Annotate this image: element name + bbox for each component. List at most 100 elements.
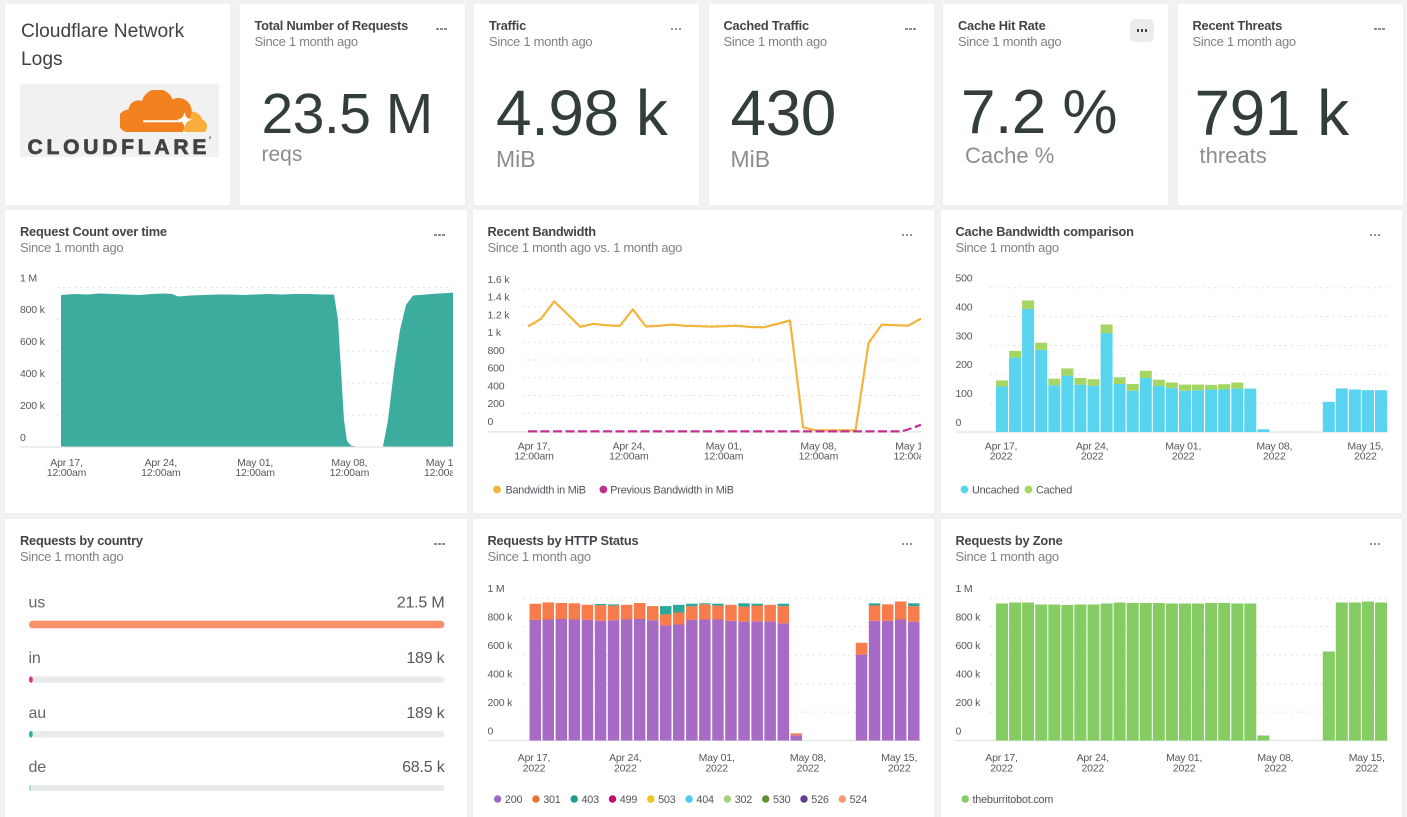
svg-text:May 15,: May 15, [895,441,931,453]
svg-text:May 01,: May 01, [1165,441,1201,453]
svg-text:200 k: 200 k [956,697,982,709]
svg-text:800 k: 800 k [20,304,46,316]
svg-text:May 01,: May 01, [1166,752,1202,764]
svg-text:Apr 24,: Apr 24, [1076,441,1108,453]
svg-text:2022: 2022 [1354,451,1377,463]
svg-text:1.2 k: 1.2 k [488,309,511,321]
svg-text:12:00am: 12:00am [799,451,839,463]
svg-text:2022: 2022 [1264,763,1287,775]
svg-text:600 k: 600 k [488,640,514,652]
svg-text:2022: 2022 [1173,763,1196,775]
svg-text:189 k: 189 k [406,650,445,667]
svg-text:503: 503 [658,794,676,806]
svg-text:May 15,: May 15, [1349,752,1385,764]
svg-text:Cached: Cached [1036,485,1072,497]
svg-text:403: 403 [582,794,600,806]
svg-text:12:00am: 12:00am [704,451,744,463]
svg-text:526: 526 [811,794,829,806]
svg-text:200: 200 [956,359,973,371]
svg-text:12:00am: 12:00am [893,451,933,463]
svg-text:400 k: 400 k [20,368,46,380]
svg-text:May 08,: May 08, [1256,441,1292,453]
svg-text:Apr 17,: Apr 17, [518,752,550,764]
svg-text:2022: 2022 [1081,451,1104,463]
svg-text:300: 300 [956,330,973,342]
svg-text:Apr 17,: Apr 17, [518,441,550,453]
svg-text:200 k: 200 k [20,400,46,412]
svg-text:May 15,: May 15, [426,457,462,469]
svg-text:12:00am: 12:00am [141,467,181,479]
svg-text:Apr 24,: Apr 24, [609,752,641,764]
svg-text:in: in [29,650,41,667]
svg-text:2022: 2022 [1355,763,1378,775]
svg-text:Apr 17,: Apr 17, [985,441,1017,453]
svg-text:400 k: 400 k [488,668,514,680]
svg-text:12:00am: 12:00am [47,467,87,479]
svg-text:May 08,: May 08, [800,441,836,453]
svg-text:Apr 24,: Apr 24, [613,441,645,453]
svg-text:1 M: 1 M [956,583,973,595]
svg-text:200: 200 [505,794,523,806]
svg-text:1 M: 1 M [20,272,37,284]
svg-text:200 k: 200 k [488,697,514,709]
svg-text:May 15,: May 15, [881,752,917,764]
svg-text:524: 524 [850,794,868,806]
svg-text:100: 100 [956,388,973,400]
svg-text:12:00am: 12:00am [330,467,370,479]
svg-text:800: 800 [488,345,505,357]
svg-text:us: us [29,595,46,612]
svg-text:2022: 2022 [990,763,1013,775]
svg-text:Previous Bandwidth in MiB: Previous Bandwidth in MiB [610,485,733,497]
svg-text:May 15,: May 15, [1347,441,1383,453]
svg-text:theburritobot.com: theburritobot.com [973,794,1054,806]
svg-text:600: 600 [488,363,505,375]
svg-text:1 k: 1 k [488,327,502,339]
svg-text:12:00am: 12:00am [609,451,649,463]
svg-text:2022: 2022 [523,763,546,775]
svg-text:2022: 2022 [888,763,911,775]
svg-text:May 08,: May 08, [790,752,826,764]
svg-text:2022: 2022 [1172,451,1195,463]
svg-text:2022: 2022 [1263,451,1286,463]
svg-text:68.5 k: 68.5 k [402,759,446,776]
svg-text:au: au [29,705,46,722]
svg-text:May 01,: May 01, [706,441,742,453]
svg-text:1.6 k: 1.6 k [488,274,511,286]
svg-text:May 08,: May 08, [1257,752,1293,764]
svg-text:May 01,: May 01, [699,752,735,764]
svg-text:2022: 2022 [1082,763,1105,775]
svg-text:0: 0 [488,416,494,428]
svg-text:Bandwidth in MiB: Bandwidth in MiB [506,485,586,497]
svg-text:200: 200 [488,398,505,410]
svg-text:0: 0 [488,725,494,737]
svg-text:800 k: 800 k [956,612,982,624]
svg-text:2022: 2022 [990,451,1013,463]
svg-text:12:00am: 12:00am [424,467,464,479]
svg-text:530: 530 [773,794,791,806]
svg-text:600 k: 600 k [956,640,982,652]
svg-text:12:00am: 12:00am [235,467,275,479]
svg-text:499: 499 [620,794,638,806]
svg-text:May 01,: May 01, [237,457,273,469]
svg-text:302: 302 [735,794,753,806]
svg-text:0: 0 [20,432,26,444]
svg-text:2022: 2022 [797,763,820,775]
svg-text:400 k: 400 k [956,668,982,680]
svg-text:Apr 24,: Apr 24, [145,457,177,469]
svg-text:Apr 24,: Apr 24, [1077,752,1109,764]
svg-text:12:00am: 12:00am [514,451,554,463]
svg-text:de: de [29,759,47,776]
svg-text:May 08,: May 08, [331,457,367,469]
svg-text:21.5 M: 21.5 M [397,595,445,612]
svg-text:2022: 2022 [614,763,637,775]
svg-text:400: 400 [488,380,505,392]
svg-text:600 k: 600 k [20,336,46,348]
svg-text:0: 0 [956,725,962,737]
svg-text:800 k: 800 k [488,612,514,624]
svg-text:Apr 17,: Apr 17, [50,457,82,469]
svg-text:0: 0 [956,417,962,429]
svg-text:301: 301 [543,794,561,806]
svg-text:Apr 17,: Apr 17, [985,752,1017,764]
svg-text:189 k: 189 k [406,705,445,722]
svg-text:2022: 2022 [705,763,728,775]
